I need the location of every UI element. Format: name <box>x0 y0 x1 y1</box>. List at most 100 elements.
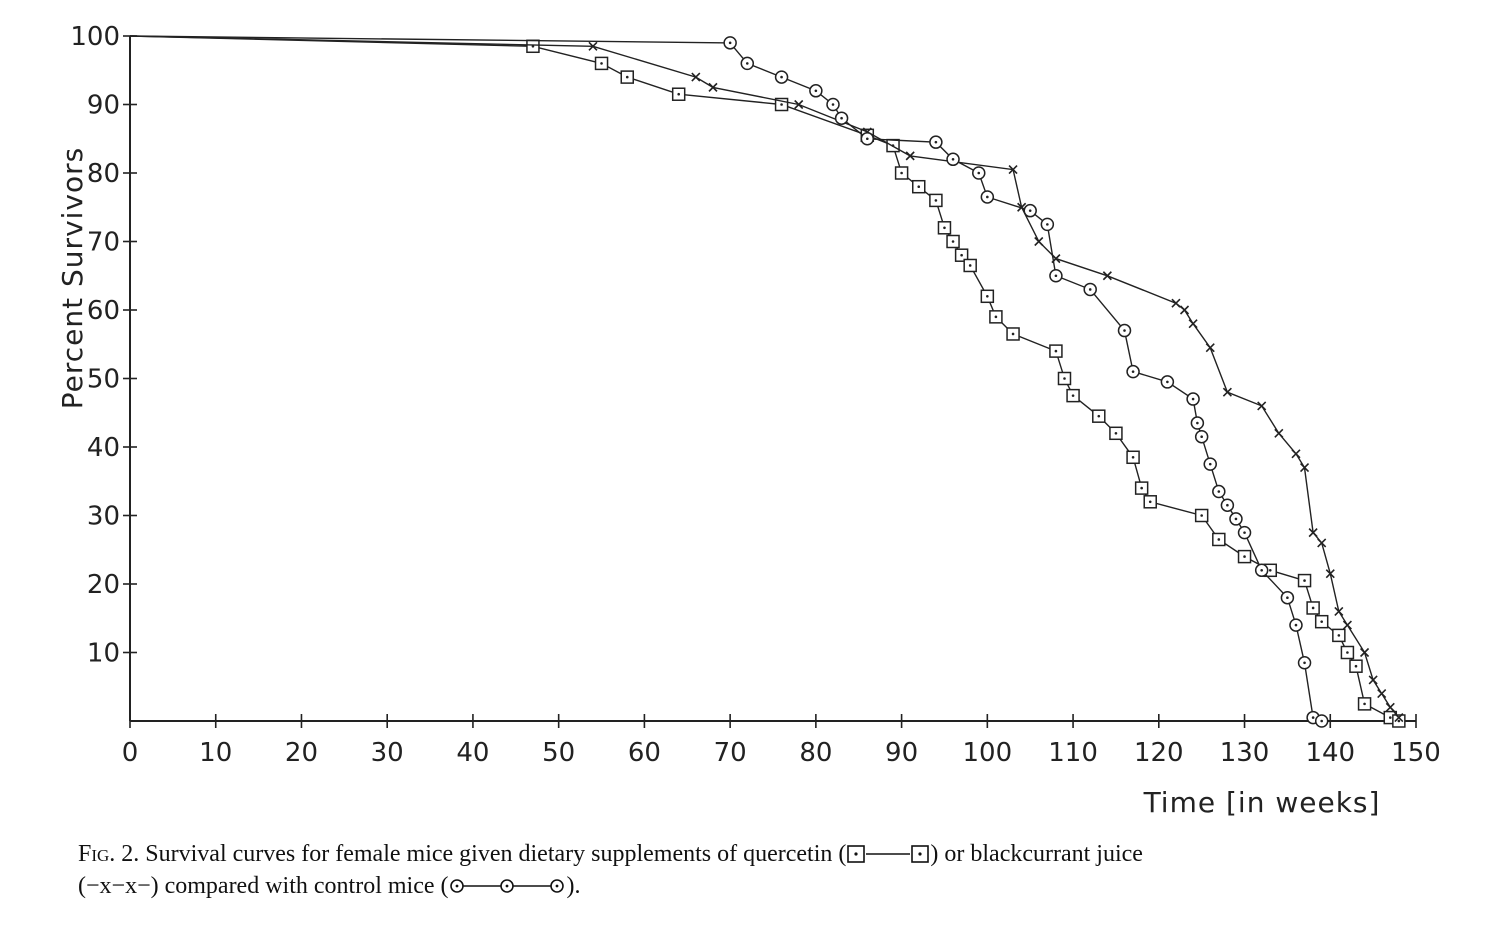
blackcurrant-point-marker <box>1222 387 1232 397</box>
quercetin-point-dot <box>900 171 903 175</box>
control-point-dot <box>1294 623 1298 627</box>
blackcurrant-point-marker <box>1368 675 1378 685</box>
blackcurrant-point-marker <box>1342 620 1352 630</box>
x-tick-label: 60 <box>628 738 661 768</box>
control-point-dot <box>1226 503 1229 507</box>
control-point-dot <box>866 137 869 141</box>
blackcurrant-point-marker <box>905 151 915 161</box>
blackcurrant-point-marker <box>1102 271 1112 281</box>
x-tick-label: 40 <box>456 738 489 768</box>
y-tick-label: 10 <box>87 639 120 669</box>
control-point-dot <box>951 158 955 161</box>
quercetin-point-dot <box>1071 394 1075 397</box>
blackcurrant-point-marker <box>1205 343 1215 353</box>
y-tick-label: 30 <box>87 502 120 532</box>
control-point-dot <box>1166 380 1169 384</box>
quercetin-survival-line <box>129 35 1400 722</box>
blackcurrant-point-marker <box>794 99 804 110</box>
quercetin-point-dot <box>1148 500 1152 504</box>
quercetin-point-dot <box>625 75 629 79</box>
x-tick-label: 120 <box>1134 738 1184 768</box>
y-tick-label: 20 <box>87 570 120 600</box>
quercetin-point-dot <box>1097 414 1101 418</box>
quercetin-point-dot <box>1388 716 1392 719</box>
x-tick-label: 80 <box>799 738 832 768</box>
y-tick-label: 50 <box>87 365 120 395</box>
quercetin-point-dot <box>1217 538 1221 541</box>
control-point-dot <box>814 89 818 93</box>
control-point-dot <box>728 41 732 45</box>
blackcurrant-point-marker <box>1188 319 1198 329</box>
quercetin-point-dot <box>1268 569 1272 572</box>
quercetin-point-dot <box>1243 555 1246 558</box>
quercetin-point-dot <box>1337 634 1341 637</box>
quercetin-point-dot <box>994 315 998 319</box>
control-survival-line <box>129 35 1322 722</box>
control-point-dot <box>1054 274 1058 278</box>
quercetin-point-dot <box>951 240 955 243</box>
control-point-dot <box>780 75 783 79</box>
quercetin-point-dot <box>1363 702 1366 706</box>
x-tick-label: 150 <box>1391 738 1441 768</box>
chart-series-layer <box>129 35 1406 728</box>
quercetin-point-dot <box>986 295 989 298</box>
quercetin-point-dot <box>780 103 783 106</box>
y-tick-label: 80 <box>87 159 120 189</box>
survival-chart: 0 10 20 30 40 50 60 70 80 90 100 110 120 130 140 150 10 2… <box>56 22 1441 819</box>
quercetin-point-dot <box>1311 606 1315 610</box>
y-tick-label: 90 <box>87 91 120 121</box>
control-point-dot <box>1200 435 1203 439</box>
quercetin-point-dot <box>1303 579 1306 582</box>
blackcurrant-point-marker <box>1299 462 1310 473</box>
x-tick-label: 10 <box>199 738 232 768</box>
x-tick-label: 20 <box>285 738 318 768</box>
control-point-dot <box>1303 661 1306 665</box>
caption-text-part-2: ) or blackcurrant juice <box>930 841 1143 867</box>
caption-text-part-1: 2. Survival curves for female mice given… <box>115 841 847 867</box>
x-tick-label: 110 <box>1048 738 1098 768</box>
blackcurrant-point-marker <box>1385 702 1395 712</box>
caption-figure-prefix: Fig. <box>78 841 116 867</box>
quercetin-point-dot <box>1200 514 1203 517</box>
control-point-dot <box>1260 569 1263 572</box>
quercetin-point-dot <box>960 253 963 257</box>
y-tick-label: 40 <box>87 433 120 463</box>
control-point-dot <box>1191 397 1195 401</box>
quercetin-series <box>129 35 1406 728</box>
quercetin-point-dot <box>968 264 972 267</box>
control-point-dot <box>840 116 843 120</box>
chart-axes: 0 10 20 30 40 50 60 70 80 90 100 110 120 130 140 150 10 2… <box>70 22 1440 768</box>
y-tick-label: 70 <box>87 228 120 258</box>
y-tick-label: 100 <box>70 22 120 52</box>
blackcurrant-point-marker <box>1257 401 1267 411</box>
blackcurrant-point-marker <box>1377 689 1387 699</box>
x-tick-label: 30 <box>371 738 404 768</box>
blackcurrant-survival-line <box>129 35 1400 719</box>
quercetin-point-dot <box>1011 332 1015 336</box>
blackcurrant-series <box>129 35 1404 723</box>
blackcurrant-point-marker <box>1317 538 1327 548</box>
control-point-dot <box>1286 596 1289 599</box>
control-point-dot <box>1088 288 1092 291</box>
control-point-dot <box>1311 716 1315 719</box>
blackcurrant-point-marker <box>1179 305 1190 315</box>
control-point-dot <box>1208 462 1212 466</box>
control-point-dot <box>1131 370 1135 373</box>
quercetin-point-dot <box>1354 664 1358 668</box>
control-point-dot <box>831 103 835 106</box>
y-tick-label: 60 <box>87 296 120 326</box>
control-series <box>129 35 1329 728</box>
blackcurrant-point-marker <box>708 82 718 92</box>
control-point-dot <box>1028 209 1032 212</box>
quercetin-point-dot <box>917 185 921 188</box>
quercetin-legend-symbol <box>847 845 930 863</box>
blackcurrant-point-marker <box>1008 165 1018 175</box>
control-point-dot <box>977 171 981 175</box>
control-point-dot <box>1243 531 1246 534</box>
x-tick-label: 140 <box>1305 738 1355 768</box>
control-point-dot <box>1217 490 1221 493</box>
quercetin-point-dot <box>1320 620 1323 623</box>
blackcurrant-point-marker <box>1394 713 1404 723</box>
blackcurrant-point-marker <box>1325 569 1335 579</box>
x-tick-label: 0 <box>122 738 139 768</box>
